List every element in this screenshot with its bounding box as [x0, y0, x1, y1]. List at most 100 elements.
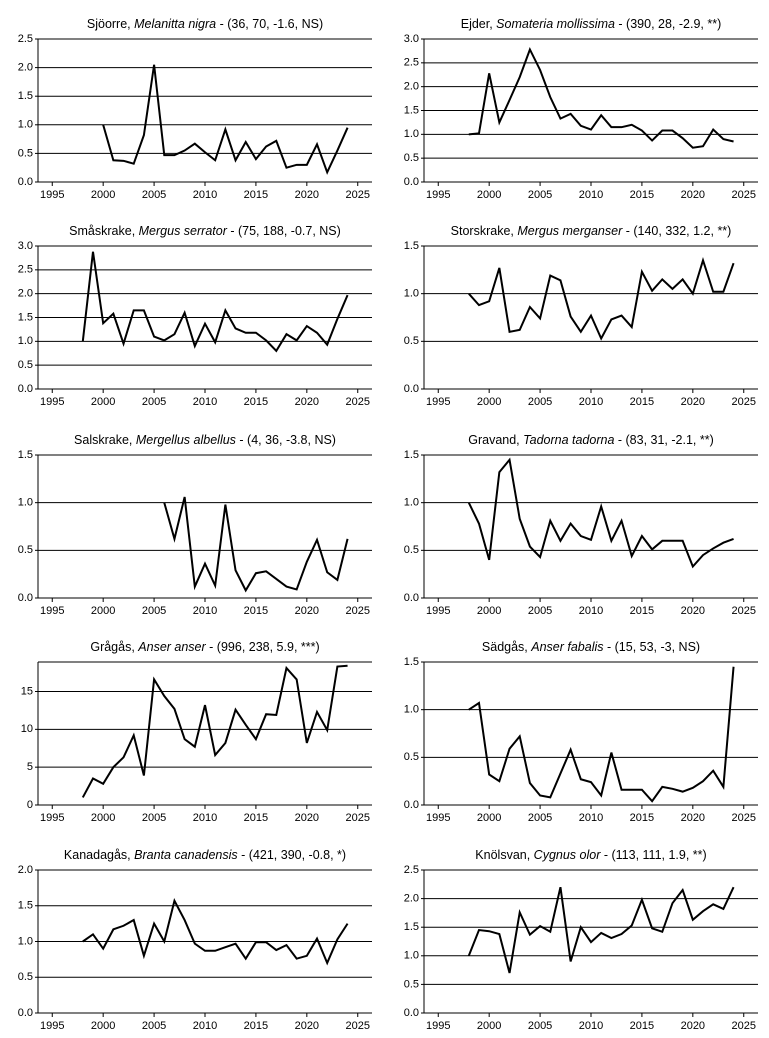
panel-title: Knölsvan, Cygnus olor - (113, 111, 1.9, …: [475, 848, 706, 862]
y-tick-label: 1.5: [404, 104, 419, 116]
x-tick-label: 2025: [346, 189, 370, 201]
y-tick-label: 0.0: [18, 176, 33, 188]
y-tick-label: 2.0: [18, 864, 33, 876]
x-tick-label: 2005: [142, 396, 166, 408]
x-tick-label: 1995: [426, 396, 450, 408]
y-tick-label: 1.0: [18, 497, 33, 509]
x-tick-label: 2015: [244, 396, 268, 408]
x-tick-label: 2025: [732, 396, 756, 408]
x-tick-label: 2000: [477, 396, 501, 408]
y-tick-label: 0.5: [404, 152, 419, 164]
x-tick-label: 2005: [528, 812, 552, 824]
x-tick-label: 1995: [40, 812, 64, 824]
y-tick-label: 1.5: [18, 449, 33, 461]
x-tick-label: 2015: [630, 396, 654, 408]
title-part: - (996, 238, 5.9, ***): [206, 640, 320, 654]
panel: Ejder, Somateria mollissima - (390, 28, …: [404, 17, 758, 201]
title-part: Knölsvan,: [475, 848, 533, 862]
title-part: Ejder,: [461, 17, 496, 31]
x-tick-label: 2000: [91, 1020, 115, 1032]
x-tick-label: 2010: [193, 189, 217, 201]
x-tick-label: 2000: [91, 812, 115, 824]
y-tick-label: 0.5: [404, 335, 419, 347]
x-tick-label: 2010: [193, 605, 217, 617]
y-tick-label: 15: [21, 685, 33, 697]
panel: Knölsvan, Cygnus olor - (113, 111, 1.9, …: [404, 848, 758, 1032]
x-tick-label: 2000: [91, 189, 115, 201]
x-tick-label: 2010: [579, 605, 603, 617]
panel-title: Ejder, Somateria mollissima - (390, 28, …: [461, 17, 722, 31]
x-tick-label: 2010: [579, 189, 603, 201]
x-tick-label: 2000: [91, 605, 115, 617]
y-tick-label: 2.0: [18, 62, 33, 74]
panel-title: Sjöorre, Melanitta nigra - (36, 70, -1.6…: [87, 17, 323, 31]
x-tick-label: 2005: [528, 189, 552, 201]
x-tick-label: 2005: [142, 189, 166, 201]
y-tick-label: 0.0: [404, 592, 419, 604]
title-part: Mergellus albellus: [136, 433, 236, 447]
panel-title: Storskrake, Mergus merganser - (140, 332…: [451, 224, 732, 238]
x-tick-label: 2015: [244, 189, 268, 201]
x-tick-label: 1995: [40, 189, 64, 201]
y-tick-label: 3.0: [18, 240, 33, 252]
y-tick-label: 10: [21, 723, 33, 735]
x-tick-label: 2020: [295, 1020, 319, 1032]
title-part: Salskrake,: [74, 433, 136, 447]
y-tick-label: 1.5: [18, 311, 33, 323]
y-tick-label: 1.5: [18, 900, 33, 912]
panel-title: Sädgås, Anser fabalis - (15, 53, -3, NS): [482, 640, 700, 654]
data-line: [468, 666, 735, 803]
title-part: Mergus serrator: [139, 224, 228, 238]
x-tick-label: 2000: [477, 605, 501, 617]
title-part: Sädgås,: [482, 640, 531, 654]
y-tick-label: 2.5: [18, 264, 33, 276]
x-tick-label: 2020: [295, 189, 319, 201]
title-part: Kanadagås,: [64, 848, 134, 862]
y-tick-label: 1.0: [18, 935, 33, 947]
title-part: Grågås,: [90, 640, 138, 654]
x-tick-label: 2005: [142, 605, 166, 617]
title-part: Småskrake,: [69, 224, 138, 238]
data-line: [82, 897, 349, 966]
y-tick-label: 1.5: [404, 240, 419, 252]
panel-title: Gravand, Tadorna tadorna - (83, 31, -2.1…: [468, 433, 714, 447]
x-tick-label: 2015: [244, 605, 268, 617]
y-tick-label: 2.0: [404, 893, 419, 905]
y-tick-label: 0.5: [18, 971, 33, 983]
panel-title: Grågås, Anser anser - (996, 238, 5.9, **…: [90, 640, 319, 654]
y-tick-label: 1.0: [404, 128, 419, 140]
panel: Gravand, Tadorna tadorna - (83, 31, -2.1…: [404, 433, 758, 617]
title-part: Melanitta nigra: [134, 17, 216, 31]
x-tick-label: 2015: [630, 812, 654, 824]
y-tick-label: 2.0: [404, 81, 419, 93]
y-tick-label: 0.0: [404, 1007, 419, 1019]
title-part: Anser anser: [137, 640, 206, 654]
title-part: - (140, 332, 1.2, **): [622, 224, 731, 238]
y-tick-label: 0.0: [18, 592, 33, 604]
data-line: [163, 496, 349, 593]
x-tick-label: 2000: [477, 812, 501, 824]
x-tick-label: 1995: [40, 396, 64, 408]
y-tick-label: 1.0: [18, 119, 33, 131]
title-part: Anser fabalis: [530, 640, 603, 654]
x-tick-label: 1995: [426, 605, 450, 617]
x-tick-label: 2010: [193, 812, 217, 824]
panel: Grågås, Anser anser - (996, 238, 5.9, **…: [21, 640, 372, 824]
title-part: - (75, 188, -0.7, NS): [227, 224, 341, 238]
y-tick-label: 2.0: [18, 288, 33, 300]
panel: Kanadagås, Branta canadensis - (421, 390…: [18, 848, 372, 1032]
x-tick-label: 2025: [732, 812, 756, 824]
title-part: Tadorna tadorna: [523, 433, 614, 447]
x-tick-label: 2025: [346, 605, 370, 617]
panel-title: Kanadagås, Branta canadensis - (421, 390…: [64, 848, 346, 862]
x-tick-label: 2005: [528, 396, 552, 408]
data-line: [468, 256, 735, 341]
x-tick-label: 2020: [295, 605, 319, 617]
y-tick-label: 1.5: [18, 90, 33, 102]
x-tick-label: 2020: [295, 812, 319, 824]
x-tick-label: 2000: [477, 1020, 501, 1032]
x-tick-label: 1995: [426, 189, 450, 201]
x-tick-label: 2020: [295, 396, 319, 408]
x-tick-label: 2005: [142, 1020, 166, 1032]
title-part: - (421, 390, -0.8, *): [238, 848, 346, 862]
